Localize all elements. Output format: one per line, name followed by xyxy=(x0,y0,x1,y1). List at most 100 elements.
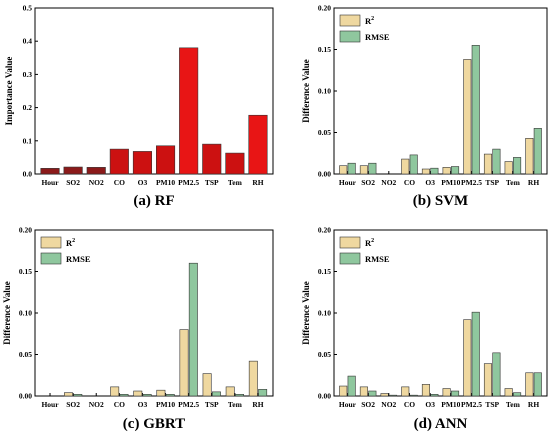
bar xyxy=(401,158,410,175)
bar xyxy=(40,168,60,175)
bar xyxy=(225,152,245,175)
chart-panel-2: 0.00 0.05 0.10 0.15 0.20 Difference Value Hour… xyxy=(301,4,548,209)
bar xyxy=(156,389,166,397)
bar xyxy=(64,392,73,397)
x-tick-label: NO2 xyxy=(381,178,396,187)
bar xyxy=(202,143,222,175)
y-tick-label: 0.1 xyxy=(23,136,33,145)
x-tick-label: CO xyxy=(404,178,415,187)
legend-label: R2 xyxy=(365,16,374,26)
legend-label: RMSE xyxy=(66,254,91,264)
x-tick-label: PM2.5 xyxy=(461,178,482,187)
x-tick-label: O3 xyxy=(138,400,148,409)
bar xyxy=(188,262,198,397)
y-tick-label: 0.15 xyxy=(318,267,331,276)
bar xyxy=(347,375,356,397)
chart-panel-3: 0.00 0.05 0.10 0.15 0.20 Difference Value Hour… xyxy=(2,226,274,432)
legend-swatch xyxy=(339,14,361,27)
bar xyxy=(430,167,439,175)
bar xyxy=(430,394,439,397)
bar xyxy=(513,157,522,175)
bar xyxy=(119,394,129,397)
x-tick-label: PM2.5 xyxy=(178,178,199,187)
y-tick-label: 0.05 xyxy=(19,350,32,359)
bar xyxy=(442,388,451,397)
legend-label: RMSE xyxy=(365,254,390,264)
x-tick-label: PM10 xyxy=(156,178,175,187)
x-tick-label: RH xyxy=(252,178,263,187)
legend-label: RMSE xyxy=(365,32,390,42)
x-tick-label: PM10 xyxy=(156,400,175,409)
bar xyxy=(86,167,106,175)
bar xyxy=(401,386,410,397)
y-axis-label: Difference Value xyxy=(2,281,12,345)
bar xyxy=(235,394,244,397)
legend-swatch xyxy=(339,236,361,249)
y-tick-label: 0.4 xyxy=(23,37,33,46)
bar xyxy=(225,386,235,397)
y-tick-label: 0.10 xyxy=(318,87,331,96)
x-tick-label: SO2 xyxy=(66,400,80,409)
bar xyxy=(513,392,522,397)
bar xyxy=(533,372,542,397)
bar xyxy=(463,59,472,175)
x-tick-label: Tem xyxy=(228,400,243,409)
bar xyxy=(368,162,377,175)
bar xyxy=(492,148,501,175)
x-tick-label: TSP xyxy=(485,178,499,187)
x-tick-label: TSP xyxy=(205,178,219,187)
bar xyxy=(471,311,480,397)
bar xyxy=(463,319,472,397)
bar xyxy=(258,389,268,397)
panel-caption: (a) RF xyxy=(133,193,174,209)
x-tick-label: RH xyxy=(252,400,263,409)
plot-frame xyxy=(34,7,274,175)
x-tick-label: Hour xyxy=(339,178,357,187)
y-tick-label: 0.00 xyxy=(318,392,331,401)
legend-swatch xyxy=(339,252,361,265)
y-tick-label: 0.15 xyxy=(318,45,331,54)
bar xyxy=(110,386,120,397)
bar xyxy=(179,329,189,397)
x-tick-label: O3 xyxy=(425,400,435,409)
bar xyxy=(73,394,83,397)
x-tick-label: O3 xyxy=(138,178,148,187)
x-tick-label: RH xyxy=(528,400,539,409)
x-tick-label: Tem xyxy=(228,178,243,187)
bar xyxy=(483,153,492,175)
bar xyxy=(202,373,212,397)
x-tick-label: O3 xyxy=(425,178,435,187)
bar xyxy=(359,165,368,175)
x-tick-label: PM2.5 xyxy=(178,400,199,409)
y-tick-label: 0.5 xyxy=(23,4,33,13)
bar xyxy=(248,114,268,175)
y-tick-label: 0.2 xyxy=(23,103,33,112)
x-tick-label: CO xyxy=(114,400,125,409)
bar xyxy=(142,394,152,397)
bar xyxy=(504,161,513,175)
x-tick-label: TSP xyxy=(485,400,499,409)
x-tick-label: NO2 xyxy=(89,400,104,409)
legend-label: R2 xyxy=(66,238,75,248)
x-tick-label: Hour xyxy=(41,178,59,187)
bar xyxy=(492,352,501,397)
x-tick-label: RH xyxy=(528,178,539,187)
y-tick-label: 0.20 xyxy=(318,226,331,235)
y-tick-label: 0.20 xyxy=(19,226,32,235)
bar xyxy=(63,166,83,175)
x-tick-label: Tem xyxy=(506,400,521,409)
y-axis-label: Importance Value xyxy=(4,57,14,126)
x-tick-label: SO2 xyxy=(361,400,375,409)
x-tick-label: PM2.5 xyxy=(461,400,482,409)
y-axis-label: Difference Value xyxy=(301,281,311,345)
bar xyxy=(132,151,152,175)
bar xyxy=(504,388,513,397)
bar xyxy=(133,390,143,397)
bar xyxy=(109,148,129,175)
bar xyxy=(389,394,398,397)
x-tick-label: SO2 xyxy=(66,178,80,187)
y-tick-label: 0.00 xyxy=(19,392,32,401)
bar xyxy=(409,154,418,175)
bar xyxy=(339,165,348,175)
legend-swatch xyxy=(40,252,62,265)
